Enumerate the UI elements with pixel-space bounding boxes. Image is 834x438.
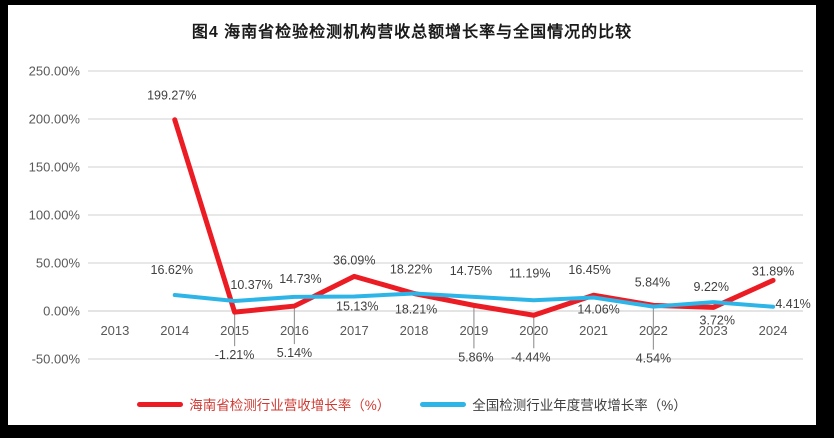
legend-label-hainan: 海南省检测行业营收增长率（%） [189,398,391,413]
legend-label-national: 全国检测行业年度营收增长率（%） [472,398,687,413]
legend-item-national: 全国检测行业年度营收增长率（%） [420,394,687,414]
chart-legend: 海南省检测行业营收增长率（%） 全国检测行业年度营收增长率（%） [8,394,816,414]
legend-swatch-hainan-line [137,401,184,407]
chart-title: 图4 海南省检验检测机构营收总额增长率与全国情况的比较 [191,24,633,41]
chart-page [8,5,816,425]
legend-swatch-national-line [420,401,467,407]
legend-item-hainan: 海南省检测行业营收增长率（%） [137,394,390,414]
